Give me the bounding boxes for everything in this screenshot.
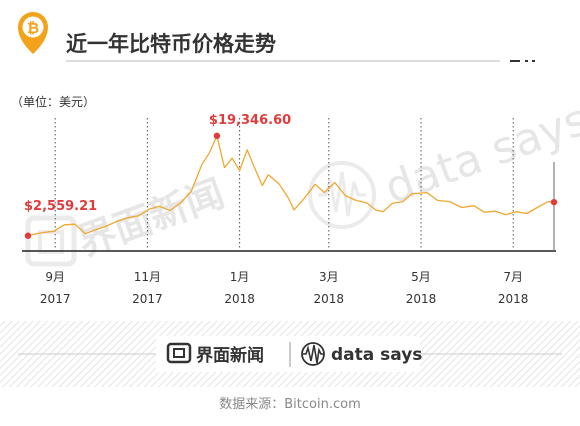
x-tick-month: 3月 — [319, 270, 339, 284]
x-tick-year: 2018 — [314, 292, 345, 306]
annotation-point — [24, 232, 32, 239]
x-tick-year: 2018 — [224, 292, 255, 306]
price-line — [27, 135, 555, 237]
watermark: 界面新闻 data says — [25, 94, 580, 267]
price-chart: 9月 2017 11月 2017 1月 2018 3月 2018 5月 2018 7月 2018 $2… — [22, 113, 558, 306]
footer-brand-left: 界面新闻 — [196, 345, 264, 366]
annotation-point — [213, 132, 221, 139]
footer: 界面新闻 data says 数据来源：Bitcoin.com — [0, 321, 580, 412]
x-tick-month: 11月 — [134, 270, 161, 284]
x-tick-month: 7月 — [503, 270, 523, 284]
annotation-point — [550, 198, 558, 206]
chart-title: 近一年比特币价格走势 — [66, 32, 276, 56]
data-says-logo-icon — [308, 161, 376, 229]
jiemian-logo-icon — [166, 342, 192, 364]
bitcoin-icon: ₿ — [18, 12, 48, 54]
x-tick-year: 2018 — [406, 292, 437, 306]
svg-text:₿: ₿ — [27, 19, 39, 37]
x-tick-year: 2017 — [40, 292, 71, 306]
footer-brand-right: data says — [331, 345, 422, 365]
x-tick-month: 9月 — [45, 270, 65, 284]
x-tick-labels: 9月 2017 11月 2017 1月 2018 3月 2018 5月 2018 7月 2018 — [40, 270, 529, 306]
unit-label: （单位：美元） — [11, 94, 95, 109]
x-tick-month: 5月 — [411, 270, 431, 284]
data-says-logo-icon — [301, 342, 325, 366]
x-tick-month: 1月 — [230, 270, 250, 284]
annotation-label: $19,346.60 — [209, 113, 291, 128]
price-annotations: $2,559.21 $19,346.60 — [24, 113, 558, 251]
header: ₿ 近一年比特币价格走势 — [18, 12, 535, 62]
x-tick-year: 2018 — [498, 292, 529, 306]
data-source: 数据来源：Bitcoin.com — [219, 397, 360, 412]
x-tick-year: 2017 — [132, 292, 163, 306]
annotation-label: $2,559.21 — [24, 199, 97, 214]
jiemian-logo-icon — [25, 215, 77, 267]
